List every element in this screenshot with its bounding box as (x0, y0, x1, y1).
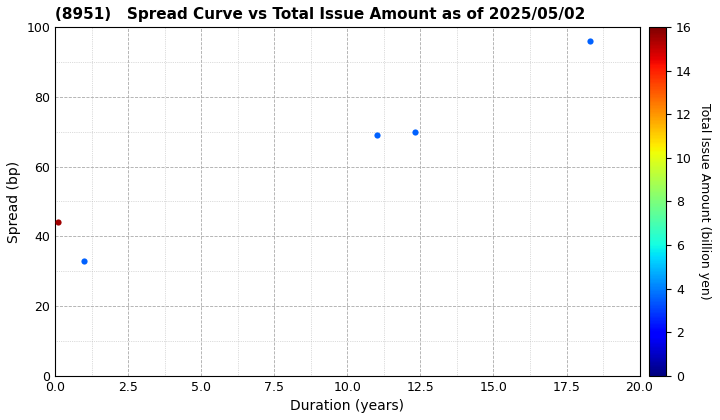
Point (409, 129, 420, 135)
Point (52, 219, 63, 226)
Point (584, 38, 595, 45)
Y-axis label: Spread (bp): Spread (bp) (7, 160, 21, 242)
Text: (8951)   Spread Curve vs Total Issue Amount as of 2025/05/02: (8951) Spread Curve vs Total Issue Amoun… (55, 7, 585, 22)
Y-axis label: Total Issue Amount (billion yen): Total Issue Amount (billion yen) (698, 103, 711, 300)
Point (78, 257, 90, 264)
Point (371, 132, 382, 139)
X-axis label: Duration (years): Duration (years) (290, 399, 405, 413)
